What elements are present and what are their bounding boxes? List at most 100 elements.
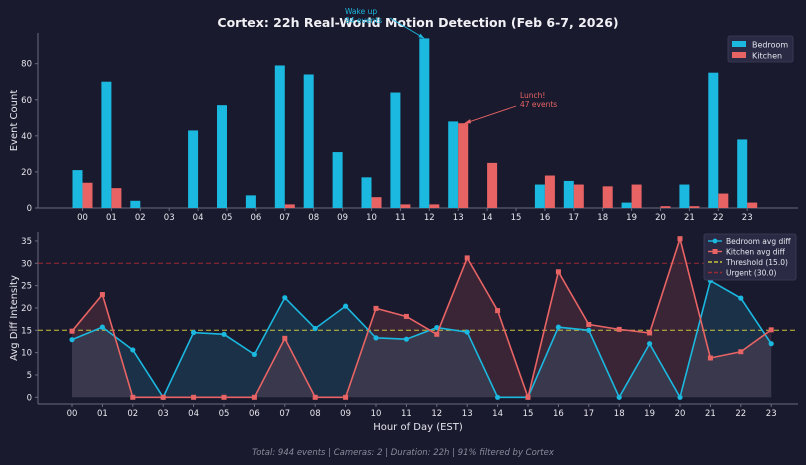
x-tick-label: 04 bbox=[188, 409, 199, 419]
y-tick-label: 35 bbox=[21, 237, 32, 247]
point-kitchen bbox=[586, 321, 592, 327]
point-bedroom bbox=[555, 324, 562, 330]
x-tick-label: 05 bbox=[222, 213, 233, 223]
x-tick-label: 06 bbox=[249, 409, 260, 419]
y-axis-label: Avg Diff Intensity bbox=[9, 275, 20, 361]
bar-bedroom bbox=[534, 184, 545, 208]
point-bedroom bbox=[403, 336, 409, 342]
bar-bedroom bbox=[245, 195, 256, 208]
y-tick-label: 20 bbox=[21, 168, 32, 178]
bar-kitchen bbox=[602, 186, 613, 208]
bar-bedroom bbox=[332, 152, 343, 208]
x-tick-label: 16 bbox=[553, 409, 564, 419]
bar-bedroom bbox=[72, 170, 83, 208]
point-bedroom bbox=[373, 335, 379, 341]
y-tick-label: 30 bbox=[21, 259, 32, 269]
bar-bedroom bbox=[419, 38, 430, 209]
x-tick-label: 01 bbox=[97, 409, 108, 419]
bar-bedroom bbox=[217, 105, 227, 208]
point-bedroom bbox=[191, 329, 197, 336]
y-tick-label: 20 bbox=[21, 304, 32, 314]
bar-kitchen bbox=[573, 184, 584, 208]
x-tick-label: 22 bbox=[735, 409, 746, 419]
bar-kitchen bbox=[400, 204, 411, 208]
x-tick-label: 03 bbox=[158, 409, 169, 419]
footer-summary: Total: 944 events | Cameras: 2 | Duratio… bbox=[252, 448, 555, 458]
point-bedroom bbox=[282, 295, 288, 301]
annotation-wake-up-arrowhead bbox=[418, 33, 425, 39]
bar-bedroom bbox=[188, 130, 199, 208]
bar-bedroom bbox=[390, 92, 401, 208]
point-bedroom bbox=[99, 324, 105, 330]
annotation-wake-up-count: 94 events bbox=[345, 16, 382, 25]
x-axis-label: Hour of Day (EST) bbox=[373, 422, 463, 433]
bar-bedroom bbox=[130, 200, 141, 208]
point-kitchen bbox=[191, 394, 197, 400]
legend-swatch-kitchen bbox=[732, 52, 746, 58]
point-kitchen bbox=[160, 394, 166, 400]
x-tick-label: 02 bbox=[135, 213, 146, 223]
bar-bedroom bbox=[101, 81, 112, 208]
x-tick-label: 19 bbox=[626, 213, 637, 223]
point-kitchen bbox=[312, 394, 318, 400]
point-kitchen bbox=[525, 394, 531, 400]
x-tick-label: 19 bbox=[644, 409, 655, 419]
y-tick-label: 80 bbox=[21, 60, 32, 70]
x-tick-label: 07 bbox=[279, 409, 290, 419]
x-tick-label: 07 bbox=[279, 213, 290, 223]
point-bedroom bbox=[768, 341, 774, 347]
legend-box bbox=[703, 233, 797, 281]
legend-label-kitchen-avg-diff: Kitchen avg diff bbox=[726, 247, 786, 256]
annotation-lunch-arrow bbox=[465, 105, 517, 124]
x-tick-label: 14 bbox=[492, 409, 503, 419]
point-bedroom bbox=[616, 394, 622, 400]
point-bedroom bbox=[69, 337, 75, 343]
x-tick-label: 08 bbox=[308, 213, 319, 223]
line-bedroom bbox=[71, 279, 772, 400]
x-tick-label: 03 bbox=[164, 213, 175, 223]
x-tick-label: 23 bbox=[766, 409, 777, 419]
point-kitchen bbox=[647, 330, 653, 336]
x-tick-label: 21 bbox=[684, 213, 695, 223]
bar-bedroom bbox=[679, 184, 690, 208]
bar-kitchen bbox=[631, 184, 642, 208]
x-tick-label: 12 bbox=[424, 213, 435, 223]
bar-kitchen bbox=[111, 188, 122, 208]
legend-label-threshold: Threshold (15.0) bbox=[725, 258, 788, 267]
bar-bedroom bbox=[621, 202, 632, 208]
point-bedroom bbox=[343, 303, 349, 309]
bar-kitchen bbox=[487, 162, 498, 208]
bar-bedroom bbox=[361, 177, 372, 208]
point-kitchen bbox=[707, 355, 713, 361]
x-tick-label: 20 bbox=[675, 409, 686, 419]
bar-kitchen bbox=[660, 206, 671, 208]
point-kitchen bbox=[677, 236, 683, 242]
point-kitchen bbox=[343, 394, 349, 400]
y-tick-label: 0 bbox=[27, 393, 32, 403]
x-tick-label: 06 bbox=[250, 213, 261, 223]
x-tick-label: 11 bbox=[395, 213, 406, 223]
point-kitchen bbox=[251, 394, 257, 400]
point-kitchen bbox=[373, 305, 379, 311]
x-tick-label: 00 bbox=[67, 409, 78, 419]
point-bedroom bbox=[738, 295, 744, 301]
x-tick-label: 21 bbox=[705, 409, 716, 419]
x-tick-label: 09 bbox=[340, 409, 351, 419]
x-tick-label: 12 bbox=[431, 409, 442, 419]
area-kitchen bbox=[72, 238, 772, 398]
bar-kitchen bbox=[544, 175, 555, 208]
line-kitchen bbox=[71, 235, 772, 401]
point-bedroom bbox=[221, 331, 227, 337]
x-tick-label: 01 bbox=[106, 213, 117, 223]
legend-label-kitchen: Kitchen bbox=[752, 52, 782, 61]
bar-kitchen bbox=[458, 123, 469, 208]
legend-label-bedroom-avg-diff: Bedroom avg diff bbox=[726, 237, 791, 246]
bar-bedroom bbox=[563, 180, 574, 208]
bar-kitchen bbox=[429, 204, 440, 208]
chart-title: Cortex: 22h Real-World Motion Detection … bbox=[217, 15, 618, 30]
legend-swatch-bedroom bbox=[732, 41, 746, 47]
x-tick-label: 20 bbox=[655, 213, 666, 223]
legend-marker-kitchen-avg-diff bbox=[712, 249, 718, 254]
bar-kitchen bbox=[747, 202, 758, 208]
